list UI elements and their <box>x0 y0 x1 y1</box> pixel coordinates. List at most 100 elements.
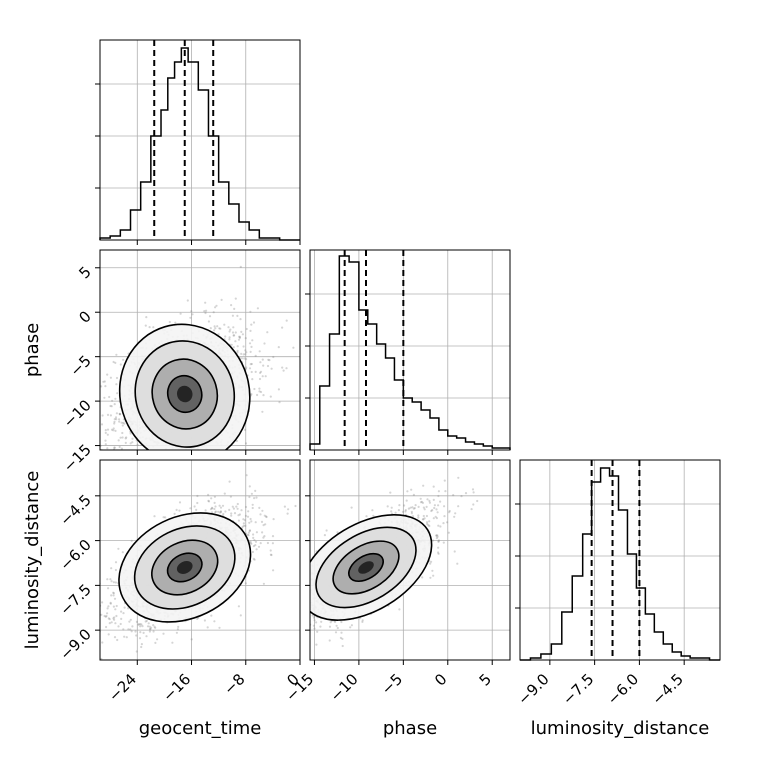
sample-point <box>281 581 283 583</box>
sample-point <box>144 324 147 327</box>
sample-point <box>115 490 117 492</box>
sample-point <box>163 456 165 458</box>
sample-point <box>265 515 268 519</box>
sample-point <box>105 625 108 629</box>
sample-point <box>249 540 252 543</box>
sample-point <box>113 475 115 477</box>
sample-point <box>390 506 393 509</box>
sample-point <box>154 641 157 645</box>
sample-point <box>120 453 122 455</box>
sample-point <box>160 479 162 481</box>
sample-point <box>123 606 126 609</box>
sample-point <box>100 657 103 660</box>
sample-point <box>252 536 255 540</box>
sample-point <box>253 497 256 500</box>
sample-point <box>160 464 162 466</box>
sample-point <box>230 514 233 517</box>
sample-point <box>186 299 189 302</box>
sample-point <box>236 502 239 506</box>
sample-point <box>106 612 109 615</box>
sample-point <box>114 581 117 584</box>
sample-point <box>228 465 230 467</box>
sample-point <box>146 468 148 470</box>
sample-point <box>285 367 288 370</box>
sample-point <box>111 399 114 402</box>
sample-point <box>93 476 95 478</box>
sample-point <box>112 617 115 620</box>
sample-point <box>150 626 153 629</box>
sample-point <box>113 636 117 639</box>
sample-point <box>247 534 250 537</box>
sample-point <box>329 621 332 624</box>
sample-point <box>251 378 254 381</box>
sample-point <box>124 437 127 440</box>
sample-point <box>149 628 152 631</box>
sample-point <box>208 315 212 318</box>
sample-point <box>219 510 222 513</box>
sample-point <box>250 323 253 326</box>
sample-point <box>237 605 240 608</box>
sample-point <box>252 545 255 548</box>
sample-point <box>255 496 258 499</box>
sample-point <box>131 455 133 457</box>
sample-point <box>429 562 432 565</box>
sample-point <box>140 643 143 646</box>
sample-point <box>122 421 125 424</box>
sample-point <box>232 346 235 349</box>
sample-point <box>135 620 138 624</box>
sample-point <box>175 508 178 511</box>
sample-point <box>114 429 117 432</box>
sample-point <box>164 516 167 519</box>
sample-point <box>165 460 167 462</box>
sample-point <box>190 638 193 641</box>
sample-point <box>410 510 413 513</box>
sample-point <box>179 312 182 315</box>
sample-point <box>432 485 435 488</box>
sample-point <box>267 358 270 361</box>
sample-point <box>302 627 304 629</box>
sample-point <box>350 624 353 627</box>
sample-point <box>281 366 284 369</box>
sample-point <box>130 539 133 542</box>
sample-point <box>206 626 209 629</box>
sample-point <box>169 455 171 457</box>
sample-point <box>163 468 165 470</box>
sample-point <box>223 492 226 495</box>
sample-point <box>193 505 196 508</box>
sample-point <box>207 462 209 464</box>
sample-point <box>240 330 243 333</box>
sample-point <box>245 327 248 331</box>
sample-point <box>250 345 253 348</box>
sample-point <box>272 569 275 572</box>
sample-point <box>439 500 442 503</box>
sample-point <box>122 628 125 631</box>
sample-point <box>113 446 116 449</box>
sample-point <box>432 498 435 501</box>
sample-point <box>231 505 234 508</box>
sample-point <box>105 614 108 618</box>
sample-point <box>244 353 247 356</box>
sample-point <box>141 625 144 628</box>
sample-point <box>428 501 431 504</box>
sample-point <box>237 338 241 341</box>
sample-point <box>47 419 49 421</box>
sample-point <box>171 641 174 644</box>
sample-point <box>260 630 262 632</box>
sample-point <box>121 436 124 439</box>
sample-point <box>212 311 215 314</box>
sample-point <box>123 422 126 425</box>
sample-point <box>115 614 118 618</box>
sample-point <box>258 377 262 381</box>
sample-point <box>301 593 303 595</box>
sample-point <box>122 358 125 361</box>
sample-point <box>222 465 224 467</box>
sample-point <box>125 489 127 491</box>
sample-point <box>250 362 253 366</box>
sample-point <box>148 326 151 329</box>
sample-point <box>264 375 267 378</box>
sample-point <box>107 605 110 608</box>
sample-point <box>243 357 246 360</box>
sample-point <box>249 517 252 521</box>
sample-point <box>108 395 111 399</box>
sample-point <box>221 504 225 507</box>
